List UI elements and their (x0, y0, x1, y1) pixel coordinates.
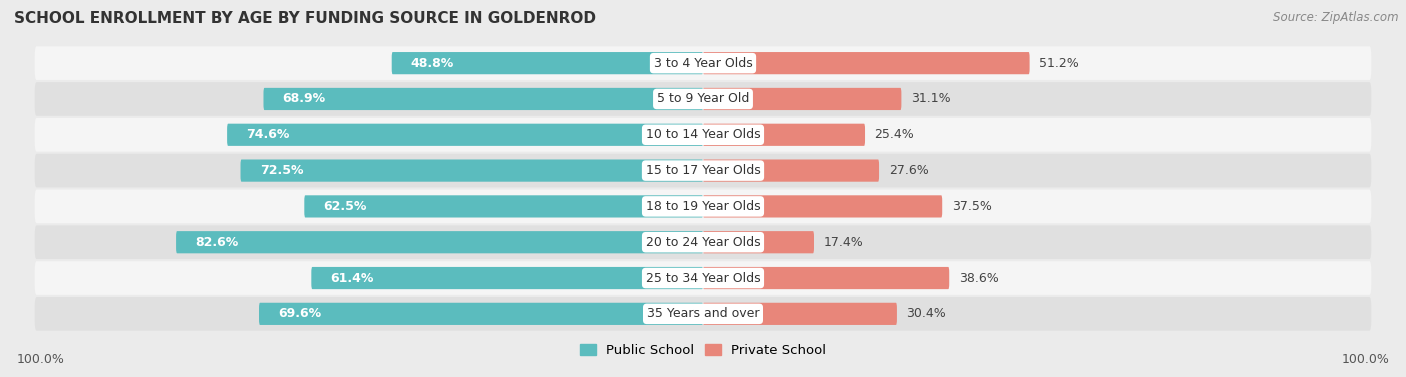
Text: 30.4%: 30.4% (907, 307, 946, 320)
FancyBboxPatch shape (703, 88, 901, 110)
FancyBboxPatch shape (703, 267, 949, 289)
Text: 100.0%: 100.0% (17, 353, 65, 366)
Text: Source: ZipAtlas.com: Source: ZipAtlas.com (1274, 11, 1399, 24)
Text: 15 to 17 Year Olds: 15 to 17 Year Olds (645, 164, 761, 177)
FancyBboxPatch shape (35, 154, 1371, 187)
Text: 62.5%: 62.5% (323, 200, 367, 213)
Text: 74.6%: 74.6% (246, 128, 290, 141)
FancyBboxPatch shape (35, 190, 1371, 223)
Text: SCHOOL ENROLLMENT BY AGE BY FUNDING SOURCE IN GOLDENROD: SCHOOL ENROLLMENT BY AGE BY FUNDING SOUR… (14, 11, 596, 26)
FancyBboxPatch shape (35, 46, 1371, 80)
Text: 31.1%: 31.1% (911, 92, 950, 106)
Text: 100.0%: 100.0% (1341, 353, 1389, 366)
FancyBboxPatch shape (263, 88, 703, 110)
FancyBboxPatch shape (703, 124, 865, 146)
FancyBboxPatch shape (703, 52, 1029, 74)
FancyBboxPatch shape (35, 297, 1371, 331)
Text: 61.4%: 61.4% (330, 271, 374, 285)
FancyBboxPatch shape (392, 52, 703, 74)
Text: 27.6%: 27.6% (889, 164, 928, 177)
Legend: Public School, Private School: Public School, Private School (575, 339, 831, 362)
Text: 25 to 34 Year Olds: 25 to 34 Year Olds (645, 271, 761, 285)
Text: 17.4%: 17.4% (824, 236, 863, 249)
FancyBboxPatch shape (176, 231, 703, 253)
Text: 51.2%: 51.2% (1039, 57, 1078, 70)
FancyBboxPatch shape (35, 82, 1371, 116)
Text: 18 to 19 Year Olds: 18 to 19 Year Olds (645, 200, 761, 213)
Text: 38.6%: 38.6% (959, 271, 998, 285)
FancyBboxPatch shape (35, 118, 1371, 152)
Text: 35 Years and over: 35 Years and over (647, 307, 759, 320)
Text: 3 to 4 Year Olds: 3 to 4 Year Olds (654, 57, 752, 70)
FancyBboxPatch shape (703, 159, 879, 182)
FancyBboxPatch shape (228, 124, 703, 146)
Text: 25.4%: 25.4% (875, 128, 914, 141)
FancyBboxPatch shape (703, 231, 814, 253)
FancyBboxPatch shape (240, 159, 703, 182)
Text: 82.6%: 82.6% (195, 236, 239, 249)
Text: 72.5%: 72.5% (260, 164, 304, 177)
Text: 20 to 24 Year Olds: 20 to 24 Year Olds (645, 236, 761, 249)
FancyBboxPatch shape (35, 261, 1371, 295)
FancyBboxPatch shape (311, 267, 703, 289)
Text: 69.6%: 69.6% (278, 307, 322, 320)
FancyBboxPatch shape (703, 303, 897, 325)
Text: 48.8%: 48.8% (411, 57, 454, 70)
Text: 10 to 14 Year Olds: 10 to 14 Year Olds (645, 128, 761, 141)
Text: 5 to 9 Year Old: 5 to 9 Year Old (657, 92, 749, 106)
Text: 68.9%: 68.9% (283, 92, 326, 106)
FancyBboxPatch shape (35, 225, 1371, 259)
FancyBboxPatch shape (259, 303, 703, 325)
FancyBboxPatch shape (304, 195, 703, 218)
FancyBboxPatch shape (703, 195, 942, 218)
Text: 37.5%: 37.5% (952, 200, 991, 213)
